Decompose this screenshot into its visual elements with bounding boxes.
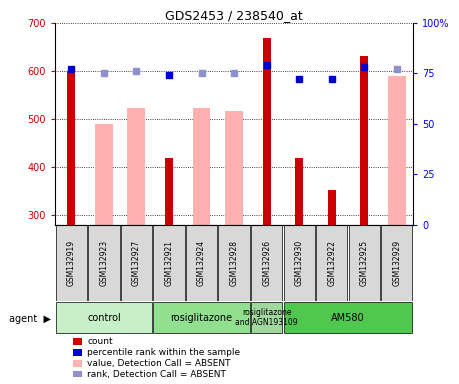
Text: GSM132930: GSM132930 <box>295 240 304 286</box>
Bar <box>316 225 347 301</box>
Text: AM580: AM580 <box>331 313 365 323</box>
Bar <box>153 302 250 333</box>
Text: GSM132927: GSM132927 <box>132 240 141 286</box>
Bar <box>349 225 380 301</box>
Bar <box>121 225 152 301</box>
Bar <box>225 111 243 225</box>
Text: GSM132923: GSM132923 <box>100 240 108 286</box>
Text: GSM132921: GSM132921 <box>164 240 174 286</box>
Title: GDS2453 / 238540_at: GDS2453 / 238540_at <box>165 9 303 22</box>
Bar <box>56 302 152 333</box>
Bar <box>388 76 406 225</box>
Bar <box>284 225 315 301</box>
Bar <box>360 56 369 225</box>
Bar <box>193 109 211 225</box>
Bar <box>251 225 282 301</box>
Text: GSM132925: GSM132925 <box>360 240 369 286</box>
Text: agent  ▶: agent ▶ <box>9 314 51 324</box>
Bar <box>251 302 282 333</box>
Bar <box>381 225 413 301</box>
Bar <box>153 225 185 301</box>
Text: percentile rank within the sample: percentile rank within the sample <box>87 348 241 357</box>
Text: GSM132924: GSM132924 <box>197 240 206 286</box>
Bar <box>128 108 146 225</box>
Bar <box>67 71 75 225</box>
Text: GSM132929: GSM132929 <box>392 240 401 286</box>
Bar <box>295 158 303 225</box>
Text: GSM132922: GSM132922 <box>327 240 336 286</box>
Bar <box>186 225 217 301</box>
Text: GSM132919: GSM132919 <box>67 240 76 286</box>
Bar <box>56 225 87 301</box>
Bar <box>88 225 119 301</box>
Text: rank, Detection Call = ABSENT: rank, Detection Call = ABSENT <box>87 369 226 379</box>
Bar <box>218 225 250 301</box>
Bar <box>165 158 173 225</box>
Text: rosiglitazone: rosiglitazone <box>170 313 233 323</box>
Bar <box>284 302 413 333</box>
Bar <box>263 38 271 225</box>
Text: GSM132928: GSM132928 <box>230 240 239 286</box>
Bar <box>95 124 113 225</box>
Text: control: control <box>87 313 121 323</box>
Text: GSM132926: GSM132926 <box>262 240 271 286</box>
Text: value, Detection Call = ABSENT: value, Detection Call = ABSENT <box>87 359 231 368</box>
Bar <box>328 190 336 225</box>
Text: rosiglitazone
and AGN193109: rosiglitazone and AGN193109 <box>235 308 298 328</box>
Text: count: count <box>87 337 113 346</box>
